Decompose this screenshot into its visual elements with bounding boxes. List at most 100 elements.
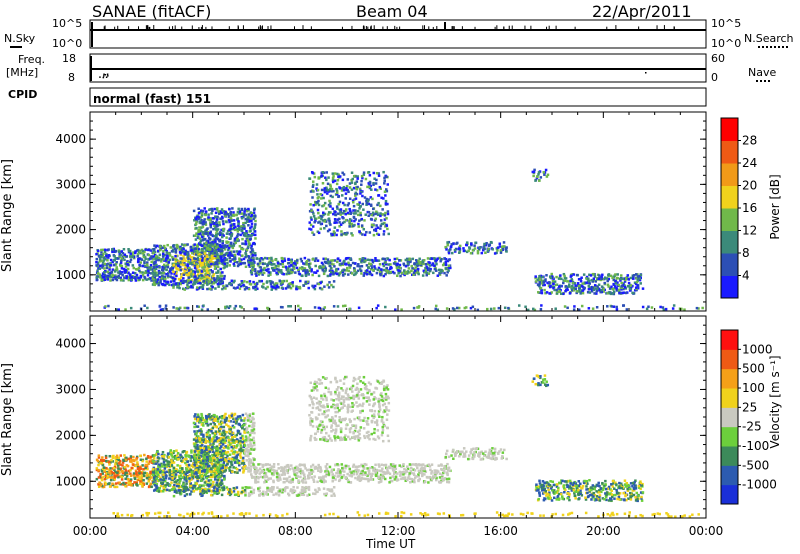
echo-cell bbox=[186, 471, 189, 474]
echo-cell bbox=[607, 273, 611, 276]
echo-cell bbox=[220, 474, 224, 477]
echo-cell bbox=[106, 258, 109, 262]
echo-cell bbox=[349, 209, 352, 213]
echo-cell bbox=[210, 212, 213, 215]
echo-cell bbox=[187, 269, 191, 272]
echo-cell bbox=[348, 257, 352, 261]
y-tick-label: 3000 bbox=[55, 177, 86, 191]
echo-cell bbox=[158, 266, 161, 269]
echo-cell bbox=[204, 223, 208, 226]
echo-cell bbox=[104, 454, 108, 458]
echo-cell bbox=[151, 460, 155, 463]
echo-cell bbox=[337, 274, 341, 277]
echo-cell bbox=[156, 249, 160, 253]
echo-cell bbox=[579, 277, 582, 281]
echo-cell bbox=[133, 477, 137, 481]
echo-cell bbox=[200, 416, 203, 420]
echo-cell bbox=[252, 268, 256, 272]
echo-cell bbox=[228, 220, 231, 224]
echo-cell bbox=[287, 305, 290, 308]
echo-cell bbox=[444, 260, 448, 264]
echo-cell bbox=[386, 227, 389, 231]
echo-cell bbox=[158, 486, 161, 490]
echo-cell bbox=[592, 288, 595, 292]
echo-cell bbox=[200, 215, 204, 218]
echo-cell bbox=[211, 257, 214, 260]
echo-cell bbox=[138, 471, 141, 475]
echo-cell bbox=[332, 230, 336, 233]
echo-cell bbox=[539, 286, 543, 290]
echo-cell bbox=[193, 280, 196, 284]
echo-cell bbox=[377, 266, 381, 270]
echo-cell bbox=[589, 274, 593, 277]
echo-cell bbox=[342, 173, 346, 176]
echo-cell bbox=[330, 187, 334, 191]
echo-cell bbox=[106, 474, 109, 478]
echo-cell bbox=[226, 261, 229, 265]
echo-cell bbox=[171, 276, 175, 280]
echo-cell bbox=[350, 272, 354, 275]
echo-cell bbox=[114, 463, 117, 466]
echo-cell bbox=[353, 269, 357, 272]
echo-cell bbox=[169, 453, 173, 456]
echo-cell bbox=[196, 265, 200, 268]
echo-cell bbox=[424, 262, 428, 266]
echo-cell bbox=[205, 477, 209, 480]
echo-cell bbox=[185, 482, 188, 485]
echo-cell bbox=[185, 479, 188, 483]
echo-cell bbox=[128, 275, 132, 278]
echo-cell bbox=[104, 305, 107, 308]
echo-cell bbox=[384, 211, 387, 215]
echo-cell bbox=[168, 269, 172, 273]
colorbar-tick-label: 24 bbox=[742, 156, 757, 170]
echo-cell bbox=[338, 217, 341, 221]
echo-cell bbox=[252, 258, 255, 262]
echo-cell bbox=[228, 244, 231, 247]
echo-cell bbox=[371, 211, 375, 214]
echo-cell bbox=[438, 256, 441, 260]
echo-cell bbox=[558, 290, 561, 293]
echo-cell bbox=[214, 281, 218, 284]
echo-cell bbox=[236, 239, 239, 243]
echo-cell bbox=[246, 238, 249, 242]
echo-cell bbox=[97, 454, 101, 457]
echo-cell bbox=[433, 257, 436, 260]
echo-cell bbox=[208, 244, 212, 248]
echo-cell bbox=[332, 280, 336, 283]
echo-cell bbox=[538, 179, 541, 182]
echo-cell bbox=[320, 287, 324, 291]
echo-cell bbox=[212, 489, 215, 492]
echo-cell bbox=[236, 286, 239, 289]
echo-cell bbox=[330, 262, 333, 265]
echo-cell bbox=[416, 306, 419, 309]
echo-cell bbox=[444, 257, 448, 261]
echo-cell bbox=[245, 232, 249, 235]
echo-cell bbox=[321, 182, 325, 185]
echo-cell bbox=[367, 170, 371, 174]
echo-cell bbox=[536, 175, 539, 178]
echo-cell bbox=[134, 250, 137, 253]
echo-cell bbox=[245, 280, 249, 284]
echo-cell bbox=[328, 261, 332, 264]
echo-cell bbox=[477, 248, 481, 251]
echo-cell bbox=[182, 483, 185, 486]
echo-cell bbox=[200, 423, 204, 426]
echo-cell bbox=[316, 259, 320, 262]
echo-cell bbox=[157, 258, 160, 262]
echo-cell bbox=[426, 262, 429, 266]
echo-cell bbox=[339, 271, 343, 274]
echo-cell bbox=[196, 476, 199, 480]
echo-cell bbox=[270, 262, 274, 266]
echo-cell bbox=[149, 482, 153, 486]
echo-cell bbox=[181, 287, 185, 291]
echo-cell bbox=[225, 232, 229, 235]
echo-cell bbox=[372, 224, 375, 227]
freq-unit-label: [MHz] bbox=[6, 66, 39, 79]
echo-cell bbox=[155, 265, 159, 268]
echo-cell bbox=[161, 457, 164, 460]
echo-cell bbox=[386, 183, 389, 186]
echo-cell bbox=[571, 281, 575, 285]
echo-cell bbox=[175, 484, 179, 488]
echo-cell bbox=[107, 461, 111, 464]
echo-cell bbox=[285, 268, 289, 271]
